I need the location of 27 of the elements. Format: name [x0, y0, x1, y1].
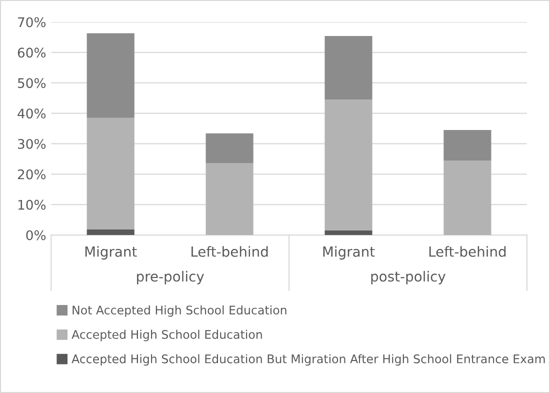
y-tick-label: 20%	[18, 169, 46, 180]
bar	[86, 230, 134, 236]
bar	[444, 130, 492, 160]
x-tick-label: Migrant	[85, 246, 137, 260]
bar	[86, 118, 134, 230]
y-tick-label: 0%	[26, 230, 46, 240]
y-tick-label: 40%	[18, 108, 46, 118]
text: post-policy	[371, 270, 446, 284]
bar	[444, 160, 492, 236]
bar	[206, 163, 254, 236]
y-tick-label: 50%	[18, 78, 46, 88]
bar	[206, 133, 254, 164]
y-tick-label: 10%	[18, 200, 46, 210]
x-tick-label: Left-behind	[192, 246, 268, 257]
bar	[324, 36, 372, 100]
y-tick-label: 30%	[18, 138, 46, 149]
legend-label: Not Accepted High School Education	[72, 305, 286, 317]
bar	[324, 230, 372, 236]
legend-label: Accepted High School Education But Migration After High School Entrance Exam	[72, 354, 545, 366]
x-tick-label: Left-behind	[429, 246, 506, 257]
y-tick-label: 70%	[18, 17, 46, 28]
x-tick-label: Migrant	[323, 246, 375, 260]
text: pre-policy	[137, 270, 204, 284]
bar	[86, 33, 134, 118]
legend-label: Accepted High School Education	[72, 330, 262, 342]
bar	[324, 100, 372, 230]
y-tick-label: 60%	[18, 48, 46, 58]
